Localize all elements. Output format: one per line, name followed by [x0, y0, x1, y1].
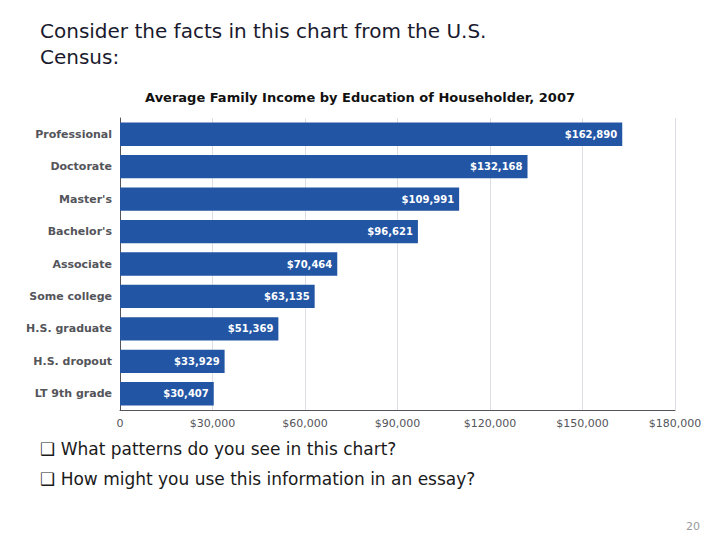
svg-text:$60,000: $60,000 [282, 417, 328, 430]
svg-text:$30,000: $30,000 [190, 417, 236, 430]
svg-text:$63,135: $63,135 [264, 291, 310, 302]
svg-text:$180,000: $180,000 [649, 417, 702, 430]
svg-text:$51,369: $51,369 [228, 323, 274, 334]
svg-text:❑ How might you use this infor: ❑ How might you use this information in … [40, 469, 475, 489]
svg-text:H.S. dropout: H.S. dropout [33, 355, 112, 368]
svg-text:Consider the facts in this cha: Consider the facts in this chart from th… [40, 19, 486, 43]
svg-text:$30,407: $30,407 [163, 388, 209, 399]
svg-text:Associate: Associate [52, 258, 112, 271]
svg-text:$109,991: $109,991 [402, 194, 455, 205]
svg-text:H.S. graduate: H.S. graduate [26, 322, 112, 335]
svg-text:Some college: Some college [29, 290, 112, 303]
svg-text:Bachelor's: Bachelor's [48, 225, 113, 238]
svg-text:LT 9th grade: LT 9th grade [35, 387, 112, 400]
svg-text:$33,929: $33,929 [174, 356, 220, 367]
svg-text:Professional: Professional [35, 128, 112, 141]
svg-text:Average Family Income by Educa: Average Family Income by Education of Ho… [145, 90, 575, 105]
svg-text:0: 0 [117, 417, 124, 430]
svg-text:$150,000: $150,000 [556, 417, 609, 430]
svg-text:$90,000: $90,000 [375, 417, 421, 430]
svg-text:20: 20 [686, 520, 700, 533]
svg-text:$70,464: $70,464 [287, 259, 333, 270]
svg-text:Doctorate: Doctorate [50, 160, 112, 173]
svg-text:❑ What patterns do you see in: ❑ What patterns do you see in this chart… [40, 439, 396, 459]
svg-text:$132,168: $132,168 [470, 161, 523, 172]
svg-text:$96,621: $96,621 [367, 226, 413, 237]
svg-text:$162,890: $162,890 [565, 129, 618, 140]
svg-text:Census:: Census: [40, 45, 119, 69]
svg-text:Master's: Master's [59, 193, 112, 206]
svg-text:$120,000: $120,000 [464, 417, 517, 430]
